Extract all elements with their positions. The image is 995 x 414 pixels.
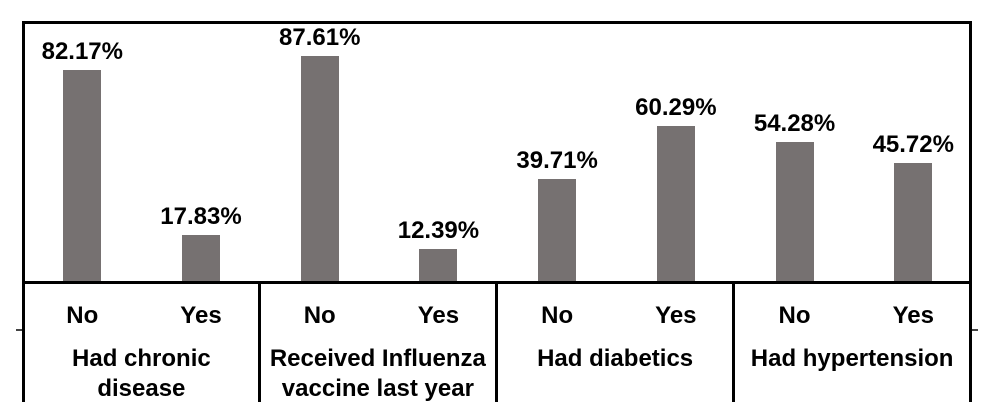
axis-edge-line bbox=[22, 284, 25, 402]
bar-value-label: 12.39% bbox=[397, 217, 480, 245]
plot-area-border bbox=[22, 21, 972, 284]
group-label: Had chronic disease bbox=[24, 344, 260, 404]
bar bbox=[419, 249, 458, 281]
bar-value-label: 60.29% bbox=[635, 94, 717, 122]
axis-level-tick bbox=[972, 329, 978, 331]
axis-level-tick bbox=[16, 329, 22, 331]
group-label-line: Had chronic bbox=[72, 345, 211, 372]
group-label: Had diabetics bbox=[497, 344, 734, 374]
bar bbox=[182, 235, 220, 281]
category-tick-label: No bbox=[778, 302, 811, 329]
bar bbox=[63, 69, 102, 281]
group-divider-line bbox=[257, 284, 261, 402]
bar bbox=[538, 178, 577, 281]
group-label: Had hypertension bbox=[734, 344, 971, 374]
bar bbox=[300, 55, 339, 281]
group-divider-line bbox=[495, 284, 498, 402]
group-label: Received Influenza vaccine last year bbox=[259, 344, 496, 404]
group-label-line: vaccine last year bbox=[281, 375, 474, 402]
category-tick-label: No bbox=[303, 302, 336, 329]
bar bbox=[775, 141, 814, 281]
category-tick-label: Yes bbox=[417, 302, 460, 329]
category-tick-label: Yes bbox=[655, 302, 697, 329]
group-label-line: Had diabetics bbox=[537, 345, 694, 372]
bar-value-label: 45.72% bbox=[872, 131, 954, 159]
bar-value-label: 87.61% bbox=[279, 23, 361, 51]
axis-edge-line bbox=[969, 284, 972, 402]
bar-value-label: 82.17% bbox=[41, 37, 123, 65]
category-tick-label: No bbox=[541, 302, 574, 329]
bar bbox=[656, 126, 695, 281]
bar bbox=[894, 163, 933, 281]
category-tick-label: Yes bbox=[180, 302, 222, 329]
group-label-line: Received Influenza bbox=[269, 345, 486, 372]
bar-value-label: 39.71% bbox=[516, 146, 598, 174]
bar-value-label: 17.83% bbox=[160, 203, 242, 231]
group-label-line: Had hypertension bbox=[750, 345, 954, 372]
category-tick-label: No bbox=[66, 302, 99, 329]
group-label-line: disease bbox=[97, 375, 186, 402]
bar-value-label: 54.28% bbox=[753, 109, 836, 137]
category-tick-label: Yes bbox=[892, 302, 934, 329]
group-divider-line bbox=[732, 284, 736, 402]
